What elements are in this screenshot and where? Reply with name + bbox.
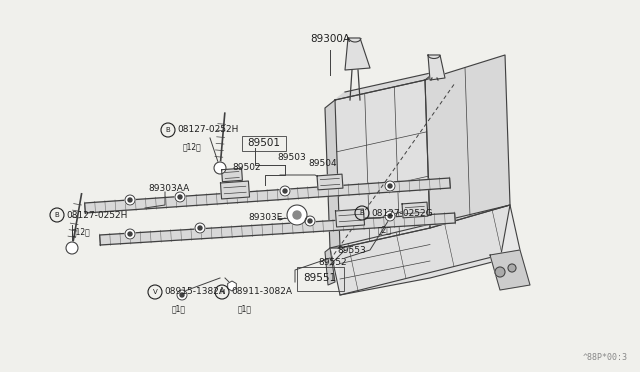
Text: 89303E: 89303E xyxy=(248,214,282,222)
Text: V: V xyxy=(152,289,157,295)
Text: 08915-1382A: 08915-1382A xyxy=(164,288,225,296)
Polygon shape xyxy=(490,250,530,290)
Circle shape xyxy=(214,162,226,174)
Text: （12）: （12） xyxy=(72,227,91,236)
Polygon shape xyxy=(100,213,455,245)
Polygon shape xyxy=(335,72,435,100)
Text: 89551: 89551 xyxy=(303,273,337,283)
Text: B: B xyxy=(166,127,170,133)
Circle shape xyxy=(178,195,182,199)
Text: 89553: 89553 xyxy=(337,246,365,255)
Polygon shape xyxy=(345,38,370,70)
Circle shape xyxy=(180,293,184,297)
Circle shape xyxy=(305,216,315,226)
Text: 89502: 89502 xyxy=(232,163,260,172)
Polygon shape xyxy=(335,80,430,248)
Text: （1）: （1） xyxy=(238,304,252,313)
Text: 08127-0252G: 08127-0252G xyxy=(371,208,433,218)
Polygon shape xyxy=(330,205,520,295)
Text: ^88P*00:3: ^88P*00:3 xyxy=(583,353,628,362)
Circle shape xyxy=(195,223,205,233)
Text: 89504: 89504 xyxy=(308,159,337,168)
Circle shape xyxy=(125,195,135,205)
Polygon shape xyxy=(428,55,445,80)
Polygon shape xyxy=(402,202,428,218)
Circle shape xyxy=(508,264,516,272)
Text: 89501: 89501 xyxy=(248,138,280,148)
Circle shape xyxy=(280,186,290,196)
Polygon shape xyxy=(340,205,510,295)
Circle shape xyxy=(177,290,187,300)
Text: 08911-3082A: 08911-3082A xyxy=(231,288,292,296)
Text: 89552: 89552 xyxy=(318,258,347,267)
Text: 89303AA: 89303AA xyxy=(148,184,189,193)
Circle shape xyxy=(128,198,132,202)
Text: 08127-0252H: 08127-0252H xyxy=(177,125,238,135)
Text: N: N xyxy=(220,289,225,295)
Text: （1）: （1） xyxy=(172,304,186,313)
Text: B: B xyxy=(360,210,364,216)
Text: B: B xyxy=(54,212,60,218)
Text: 08127-0252H: 08127-0252H xyxy=(66,211,127,219)
Circle shape xyxy=(125,229,135,239)
Polygon shape xyxy=(325,248,335,285)
Polygon shape xyxy=(220,181,250,199)
Circle shape xyxy=(283,189,287,193)
Circle shape xyxy=(128,232,132,236)
Polygon shape xyxy=(425,55,510,228)
Polygon shape xyxy=(335,209,365,227)
Polygon shape xyxy=(221,168,243,182)
Polygon shape xyxy=(325,100,340,248)
Polygon shape xyxy=(317,174,343,190)
Text: 89503: 89503 xyxy=(277,153,306,162)
Circle shape xyxy=(287,205,307,225)
Text: （12）: （12） xyxy=(183,142,202,151)
Circle shape xyxy=(175,192,185,202)
Text: 89300A: 89300A xyxy=(310,34,350,44)
Circle shape xyxy=(308,219,312,223)
Circle shape xyxy=(385,211,395,221)
Circle shape xyxy=(293,211,301,219)
Text: （2）: （2） xyxy=(378,225,392,234)
Circle shape xyxy=(66,242,78,254)
Circle shape xyxy=(388,184,392,188)
Circle shape xyxy=(495,267,505,277)
Circle shape xyxy=(198,226,202,230)
Circle shape xyxy=(385,181,395,191)
Circle shape xyxy=(388,214,392,218)
Polygon shape xyxy=(84,178,451,213)
